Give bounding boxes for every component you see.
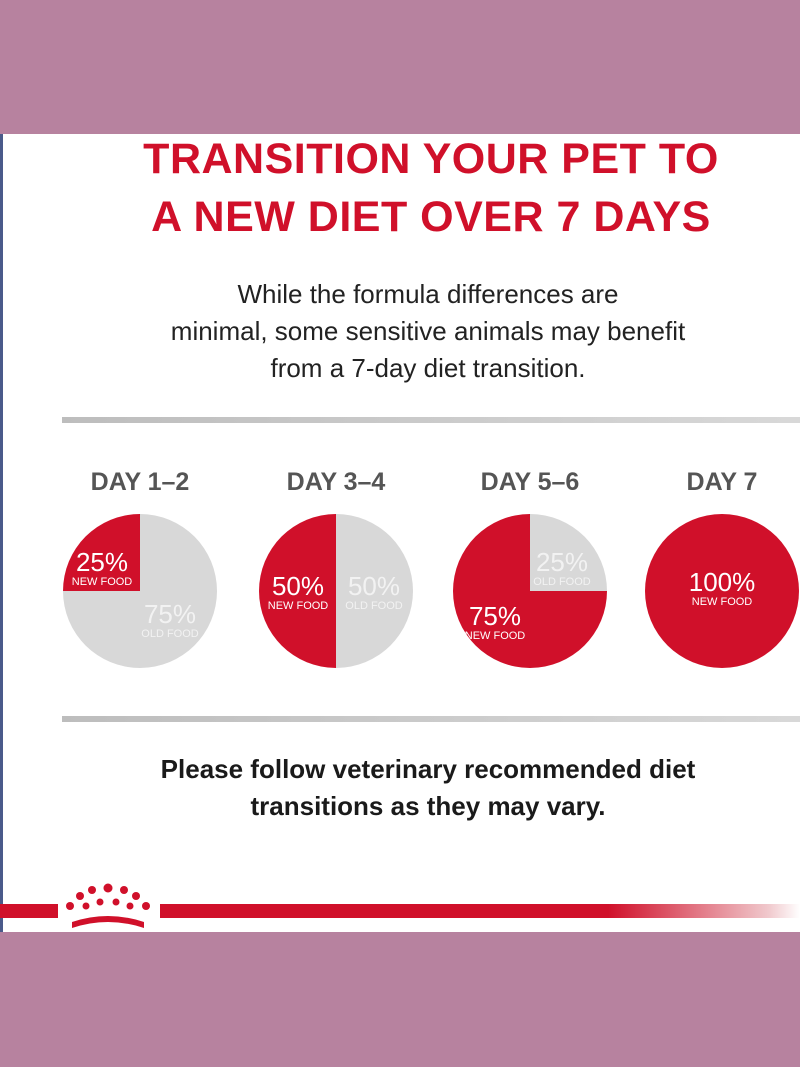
old-food-percent: 50% [348, 571, 400, 601]
top-divider [62, 417, 800, 423]
old-food-label: OLD FOOD [533, 576, 591, 588]
new-food-label: NEW FOOD [268, 600, 329, 612]
footer-bar-left [0, 904, 58, 918]
new-food-percent: 75% [469, 601, 521, 631]
new-food-percent: 50% [272, 571, 324, 601]
pie-chart [259, 514, 413, 668]
pie-chart [63, 514, 217, 668]
pie-slice-old-food [530, 514, 607, 591]
old-food-percent: 75% [144, 599, 196, 629]
day-label: DAY 3–4 [286, 468, 386, 496]
vet-note: Please follow veterinary recommended die… [0, 751, 800, 825]
pie-slice-new-food [453, 514, 607, 668]
pie-slice-old-food [336, 514, 413, 668]
crown-logo-icon [66, 883, 150, 928]
footer-bar-right [160, 904, 800, 918]
new-food-percent: 25% [76, 547, 128, 577]
day-label: DAY 7 [686, 468, 758, 496]
intro-text: While the formula differences are minima… [0, 276, 800, 387]
pie-chart [453, 514, 607, 668]
intro-line-1: While the formula differences are [237, 279, 619, 309]
pie-slice-new-food [645, 514, 799, 668]
title-line-1: TRANSITION YOUR PET TO [143, 135, 719, 183]
page-title: TRANSITION YOUR PET TO A NEW DIET OVER 7… [0, 134, 800, 246]
pie-chart [645, 514, 799, 668]
intro-line-3: from a 7-day diet transition. [270, 353, 586, 383]
new-food-label: NEW FOOD [692, 596, 753, 608]
pie-slice-new-food [63, 514, 140, 591]
title-line-2: A NEW DIET OVER 7 DAYS [151, 193, 711, 241]
new-food-percent: 100% [689, 567, 756, 597]
new-food-label: NEW FOOD [465, 630, 526, 642]
old-food-label: OLD FOOD [141, 628, 199, 640]
new-food-label: NEW FOOD [72, 576, 133, 588]
bottom-divider [62, 716, 800, 722]
vet-note-line-1: Please follow veterinary recommended die… [160, 754, 696, 784]
day-label: DAY 1–2 [90, 468, 190, 496]
day-label: DAY 5–6 [480, 468, 580, 496]
intro-line-2: minimal, some sensitive animals may bene… [170, 316, 686, 346]
pie-slice-new-food [259, 514, 336, 668]
old-food-percent: 25% [536, 547, 588, 577]
vet-note-line-2: transitions as they may vary. [250, 791, 606, 821]
old-food-label: OLD FOOD [345, 600, 403, 612]
left-edge-mark [0, 134, 3, 932]
infographic-card: TRANSITION YOUR PET TO A NEW DIET OVER 7… [0, 134, 800, 932]
